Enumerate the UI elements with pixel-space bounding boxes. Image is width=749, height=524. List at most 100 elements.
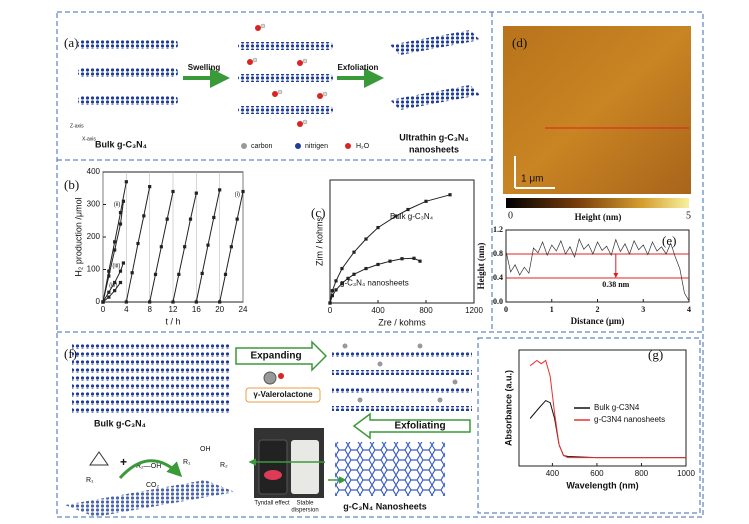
- x-axis-label: Zre / kohms: [378, 317, 426, 327]
- swollen-stack: [238, 23, 333, 127]
- x-tick-label: 0: [101, 305, 106, 314]
- axis-hint: Z-axis: [70, 123, 84, 129]
- y-tick-label: 0.8: [493, 249, 503, 258]
- arrow: [235, 340, 328, 372]
- x-tick-label: 400: [371, 306, 385, 315]
- x-axis-label: Distance (μm): [571, 316, 625, 326]
- molecule: [278, 373, 284, 379]
- y-tick-label: 400: [87, 167, 101, 176]
- data-point: [218, 188, 222, 192]
- arrow: [352, 412, 471, 440]
- bulk-stack: [78, 40, 178, 105]
- photo-caption: Tyndall effect: [254, 501, 290, 507]
- legend-swatch: [345, 143, 351, 149]
- panel-label: (g): [648, 347, 663, 362]
- series-label: (ii): [114, 202, 121, 208]
- y-tick-label: 1.2: [493, 225, 503, 234]
- x-tick-label: 20: [215, 305, 224, 314]
- chem-label: CO₂: [146, 482, 160, 489]
- chem-label: OH: [200, 446, 211, 453]
- colorbar-label: Height (nm): [575, 212, 622, 222]
- x-axis-label: Wavelength (nm): [566, 480, 638, 490]
- colorbar-tick: 0: [508, 210, 513, 221]
- solvent-box: [245, 387, 321, 403]
- x-axis-label: t / h: [165, 316, 180, 326]
- colorbar: [506, 198, 689, 208]
- y-tick-label: 100: [87, 265, 101, 274]
- x-tick-label: 400: [546, 469, 560, 478]
- x-tick-label: 4: [124, 305, 129, 314]
- caption: g-C₃N₄ Nanosheets: [343, 501, 426, 511]
- data-point: [124, 180, 128, 184]
- vial: [291, 440, 319, 494]
- x-tick-label: 3: [641, 305, 645, 314]
- data-line: [505, 237, 690, 301]
- panel-d: 1 μm (d) 0 5 Height (nm): [503, 26, 691, 222]
- plus: +: [120, 455, 127, 469]
- series-label: (iv): [109, 283, 117, 289]
- legend-text: Bulk g-C3N4: [594, 403, 640, 412]
- x-tick-label: 0: [504, 305, 508, 314]
- nanosheet-mesh: [335, 442, 445, 496]
- panel-f: (f) Bulk g-C₃N₄ Expanding γ-Valerolacton…: [64, 340, 472, 517]
- tyndall-beam: [264, 470, 282, 480]
- chem-label: R₂—OH: [136, 463, 161, 470]
- x-tick-label: 1200: [465, 306, 483, 315]
- legend-text: H₂O: [356, 143, 370, 150]
- arrow: [118, 459, 183, 480]
- nanosheets: [390, 30, 480, 110]
- chem-label: R₁: [183, 459, 191, 466]
- data-point: [448, 193, 452, 197]
- x-tick-label: 800: [419, 306, 433, 315]
- panel-a: (a) Swelling Exfoliation Z-axis X-axis B…: [64, 23, 480, 154]
- data-point: [148, 300, 152, 304]
- step-label: Swelling: [188, 63, 221, 72]
- legend-swatch: [241, 143, 247, 149]
- data-point: [121, 261, 126, 265]
- photo-caption: dispersion: [291, 508, 318, 514]
- y-tick-label: 300: [87, 200, 101, 209]
- data-line: [102, 181, 244, 303]
- legend-text: carbon: [251, 143, 273, 150]
- y-tick-label: 200: [87, 232, 101, 241]
- caption: nanosheets: [409, 144, 459, 154]
- data-line: [329, 194, 451, 304]
- epoxide: [89, 451, 109, 466]
- series-label: (i): [235, 192, 240, 198]
- outer-frame: [56, 11, 704, 518]
- caption: Ultrathin g-C₃N₄: [399, 132, 468, 142]
- panel-label: (b): [64, 177, 79, 192]
- y-axis-label: Absorbance (a.u.): [503, 370, 513, 446]
- x-tick-label: 8: [147, 305, 152, 314]
- x-tick-label: 0: [328, 306, 333, 315]
- data-line: [102, 282, 121, 303]
- chem-label: R₂: [220, 462, 228, 469]
- axes-frame: [329, 179, 475, 304]
- x-tick-label: 600: [590, 469, 604, 478]
- series-label: Bulk g-C₃N₄: [390, 212, 433, 221]
- y-axis-label: Zim / kohms: [314, 217, 324, 267]
- panel-label: (a): [64, 35, 78, 50]
- y-tick-label: 0.0: [493, 297, 503, 306]
- molecule: [263, 371, 277, 385]
- vial: [258, 439, 288, 495]
- data-point: [121, 199, 126, 203]
- data-line: [329, 257, 421, 304]
- x-tick-label: 800: [635, 469, 649, 478]
- data-line: [529, 359, 686, 459]
- legend-swatch: [295, 143, 301, 149]
- scale-label: 1 μm: [521, 174, 543, 185]
- y-axis-label: Height (nm): [476, 243, 486, 290]
- legend-text: g-C3N4 nanosheets: [594, 415, 665, 424]
- solvent-label: γ-Valerolactone: [253, 390, 313, 399]
- axes-frame: [518, 349, 687, 467]
- series-label: g-C₃N₄ nanosheets: [340, 278, 409, 287]
- step-label: Expanding: [250, 351, 301, 362]
- series-label: (iii): [112, 264, 120, 270]
- data-line: [102, 262, 124, 303]
- panel-frame: [477, 337, 701, 514]
- x-tick-label: 1: [550, 305, 554, 314]
- panel-label: (e): [662, 233, 676, 248]
- y-axis-label: H₂ production /μmol: [73, 197, 83, 276]
